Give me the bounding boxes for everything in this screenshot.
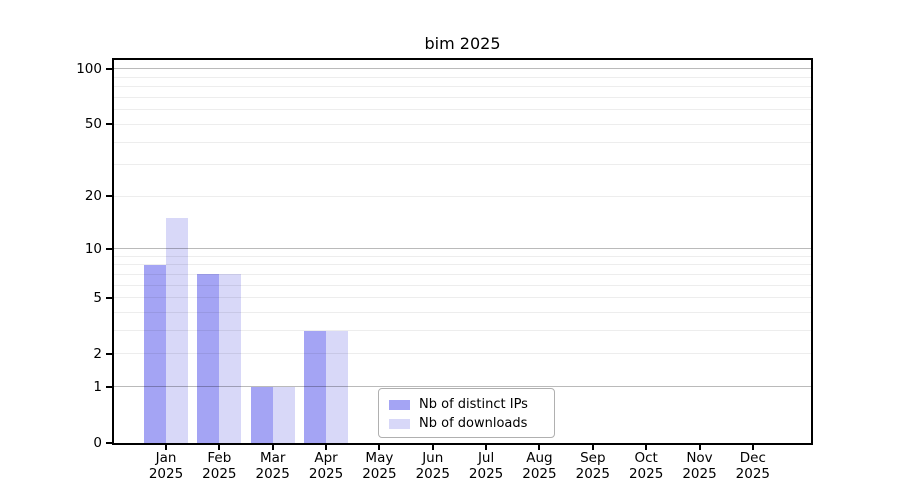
- gridline-50: [114, 123, 811, 125]
- y-tick-100: [106, 67, 112, 70]
- y-tick-label: 0: [93, 435, 102, 451]
- x-tick-mar: [271, 445, 274, 450]
- x-tick-label: Feb 2025: [202, 450, 237, 482]
- x-tick-label: Apr 2025: [308, 450, 344, 482]
- x-tick-label: Nov 2025: [682, 450, 717, 482]
- y-tick-label: 100: [76, 60, 102, 77]
- x-tick-label: May 2025: [362, 450, 397, 482]
- gridline-8: [114, 264, 811, 266]
- bar-downloads-feb: [219, 274, 242, 443]
- legend-item: Nb of distinct IPs: [389, 395, 554, 414]
- y-tick-label: 1: [93, 378, 102, 395]
- x-tick-jun: [431, 445, 434, 450]
- bar-distinct-ips-apr: [304, 330, 327, 443]
- chart-title: bim 2025: [424, 34, 501, 53]
- x-tick-apr: [325, 445, 328, 450]
- y-tick-label: 20: [84, 188, 102, 205]
- y-tick-label: 2: [93, 345, 102, 362]
- x-tick-nov: [698, 445, 701, 450]
- x-tick-label: Dec 2025: [735, 450, 771, 482]
- legend-swatch: [389, 418, 410, 429]
- x-tick-may: [378, 445, 381, 450]
- bar-downloads-apr: [326, 330, 349, 443]
- gridline-80: [114, 86, 811, 88]
- y-tick-5: [106, 296, 112, 299]
- x-tick-jul: [485, 445, 488, 450]
- legend-swatch: [389, 399, 410, 410]
- gridline-7: [114, 273, 811, 275]
- gridline-2: [114, 353, 811, 355]
- y-tick-10: [106, 247, 112, 250]
- x-tick-label: Jun 2025: [415, 450, 450, 482]
- x-tick-sep: [591, 445, 594, 450]
- gridline-6: [114, 284, 811, 286]
- x-tick-label: Aug 2025: [522, 450, 557, 482]
- y-tick-label: 50: [84, 116, 102, 133]
- gridline-70: [114, 97, 811, 99]
- gridline-90: [114, 76, 811, 78]
- x-tick-label: Sep 2025: [575, 450, 610, 482]
- bar-downloads-mar: [272, 386, 295, 443]
- x-tick-label: Jul 2025: [468, 450, 504, 482]
- legend-item: Nb of downloads: [389, 414, 554, 433]
- y-tick-50: [106, 123, 112, 126]
- gridline-20: [114, 195, 811, 197]
- gridline-40: [114, 141, 811, 143]
- gridline-1: [114, 386, 811, 388]
- bar-distinct-ips-mar: [250, 386, 273, 443]
- x-tick-jan: [165, 445, 167, 450]
- x-tick-oct: [645, 445, 648, 450]
- gridline-3: [114, 330, 811, 332]
- gridline-30: [114, 164, 811, 166]
- gridline-60: [114, 109, 811, 111]
- y-tick-label: 5: [93, 289, 102, 306]
- x-tick-feb: [218, 445, 221, 450]
- y-tick-0: [106, 442, 112, 444]
- gridline-5: [114, 297, 811, 299]
- x-tick-label: Mar 2025: [255, 450, 290, 482]
- y-tick-2: [106, 352, 112, 355]
- legend-label: Nb of downloads: [419, 416, 528, 431]
- bar-distinct-ips-feb: [197, 274, 220, 443]
- gridline-9: [114, 255, 811, 257]
- x-tick-aug: [538, 445, 541, 450]
- bar-distinct-ips-jan: [144, 264, 166, 443]
- y-tick-20: [106, 195, 112, 198]
- y-tick-label: 10: [84, 240, 102, 257]
- gridline-4: [114, 312, 811, 314]
- x-tick-label: Oct 2025: [628, 450, 664, 482]
- legend-label: Nb of distinct IPs: [419, 397, 528, 412]
- x-tick-label: Jan 2025: [148, 450, 184, 482]
- legend: Nb of distinct IPs Nb of downloads: [378, 388, 555, 438]
- gridline-100: [114, 68, 811, 70]
- x-tick-dec: [751, 445, 754, 450]
- y-tick-1: [106, 385, 112, 388]
- gridline-10: [114, 248, 811, 250]
- bar-downloads-jan: [166, 218, 188, 443]
